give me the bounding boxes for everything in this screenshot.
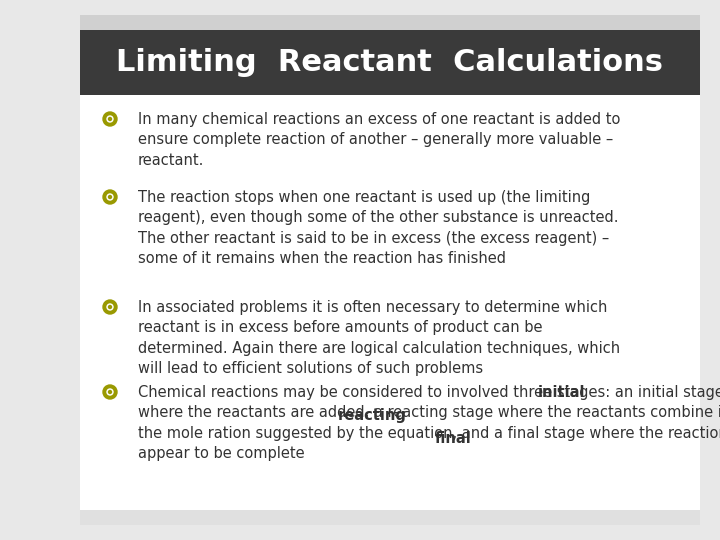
Bar xyxy=(80,30,700,95)
Circle shape xyxy=(109,195,112,199)
Bar xyxy=(80,15,700,30)
Circle shape xyxy=(107,389,113,395)
Text: Limiting  Reactant  Calculations: Limiting Reactant Calculations xyxy=(117,48,664,77)
Circle shape xyxy=(109,306,112,308)
Circle shape xyxy=(103,112,117,126)
Text: In associated problems it is often necessary to determine which
reactant is in e: In associated problems it is often neces… xyxy=(138,300,620,376)
Circle shape xyxy=(109,118,112,120)
Circle shape xyxy=(107,194,113,200)
Text: In many chemical reactions an excess of one reactant is added to
ensure complete: In many chemical reactions an excess of … xyxy=(138,112,621,168)
Text: Chemical reactions may be considered to involved three stages: an initial stage
: Chemical reactions may be considered to … xyxy=(138,385,720,461)
Circle shape xyxy=(103,385,117,399)
Bar xyxy=(80,510,700,525)
Text: reacting: reacting xyxy=(338,408,407,423)
Bar xyxy=(80,15,700,525)
Text: The reaction stops when one reactant is used up (the limiting
reagent), even tho: The reaction stops when one reactant is … xyxy=(138,190,618,266)
Circle shape xyxy=(107,304,113,310)
Circle shape xyxy=(103,190,117,204)
Text: initial: initial xyxy=(537,385,585,400)
Circle shape xyxy=(103,300,117,314)
Circle shape xyxy=(107,116,113,122)
Circle shape xyxy=(109,390,112,394)
Text: final: final xyxy=(434,431,471,447)
